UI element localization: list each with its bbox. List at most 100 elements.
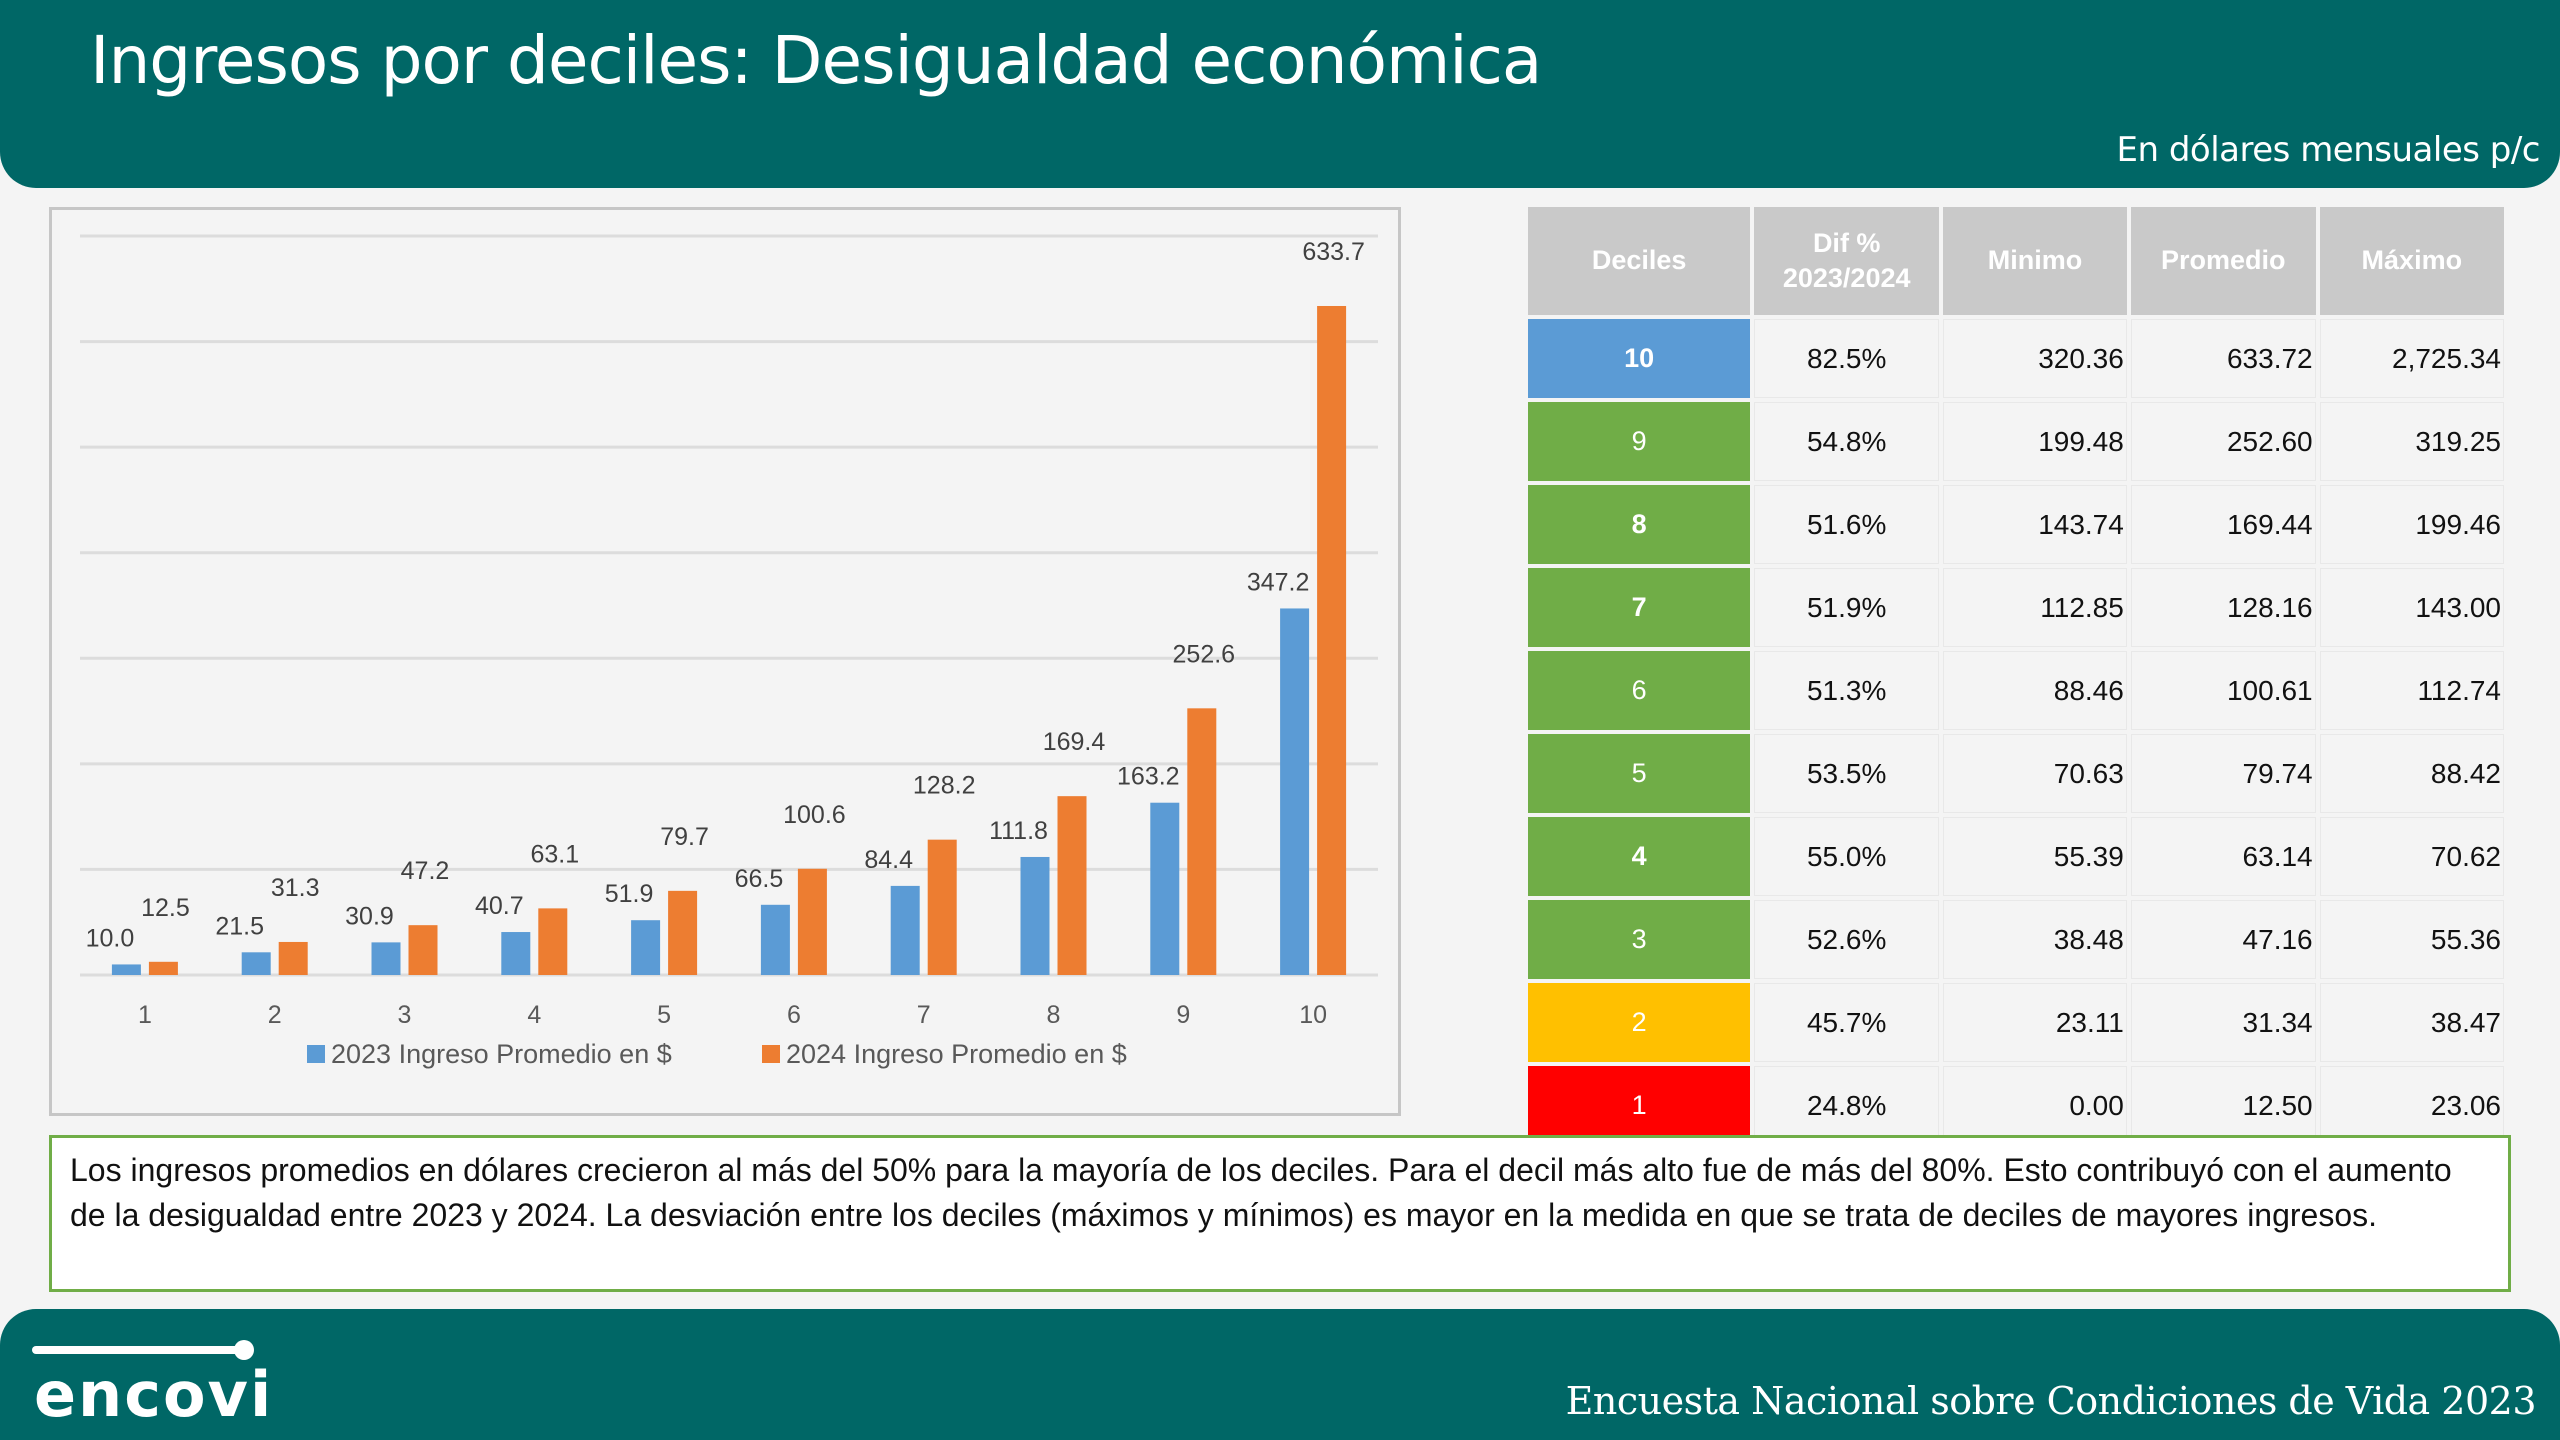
data-label-2024: 12.5 bbox=[141, 894, 190, 922]
bar-2023 bbox=[1150, 802, 1180, 975]
x-tick-label: 7 bbox=[917, 1001, 931, 1029]
table-row: 9 54.8% 199.48 252.60 319.25 bbox=[1528, 402, 2504, 481]
prom-cell: 47.16 bbox=[2130, 900, 2316, 979]
data-label-2023: 51.9 bbox=[605, 880, 654, 908]
bar-2024 bbox=[148, 961, 178, 975]
min-cell: 199.48 bbox=[1943, 402, 2127, 481]
bar-2024 bbox=[927, 839, 957, 975]
dif-cell: 51.6% bbox=[1754, 485, 1940, 564]
bar-chart-svg: 1 10.012.5 2 21.531.3 3 30.947.2 4 40.763.1 5 51.… bbox=[80, 234, 1378, 1069]
dif-cell: 55.0% bbox=[1754, 817, 1940, 896]
header-dif-line1: Dif % bbox=[1812, 227, 1881, 258]
decil-cell: 6 bbox=[1528, 651, 1751, 730]
dif-cell: 51.3% bbox=[1754, 651, 1940, 730]
prom-cell: 169.44 bbox=[2130, 485, 2316, 564]
bar-2023 bbox=[760, 904, 790, 975]
bar-2023 bbox=[1020, 856, 1050, 975]
max-cell: 55.36 bbox=[2319, 900, 2504, 979]
table-body: 10 82.5% 320.36 633.72 2,725.34 9 54.8% 199.48 2… bbox=[1528, 319, 2504, 1145]
min-cell: 0.00 bbox=[1943, 1066, 2127, 1145]
data-label-2023: 66.5 bbox=[735, 865, 784, 893]
table-row: 8 51.6% 143.74 169.44 199.46 bbox=[1528, 485, 2504, 564]
bar-2024 bbox=[278, 941, 308, 975]
bar-2024 bbox=[408, 925, 438, 975]
max-cell: 70.62 bbox=[2319, 817, 2504, 896]
dif-cell: 82.5% bbox=[1754, 319, 1940, 398]
table-row: 2 45.7% 23.11 31.34 38.47 bbox=[1528, 983, 2504, 1062]
page-title: Ingresos por deciles: Desigualdad económ… bbox=[90, 22, 1542, 99]
header-minimo: Minimo bbox=[1943, 207, 2127, 315]
header-deciles: Deciles bbox=[1528, 207, 1751, 315]
data-label-2024: 31.3 bbox=[271, 874, 320, 902]
decil-cell: 5 bbox=[1528, 734, 1751, 813]
bar-2024 bbox=[668, 890, 698, 975]
bar-2023 bbox=[501, 932, 531, 975]
bar-2023 bbox=[241, 952, 271, 975]
deciles-table-container: Deciles Dif % 2023/2024 Minimo Promedio … bbox=[1528, 207, 2512, 1145]
data-label-2024: 252.6 bbox=[1173, 640, 1236, 668]
deciles-table: Deciles Dif % 2023/2024 Minimo Promedio … bbox=[1524, 203, 2508, 1149]
bar-2024 bbox=[1317, 305, 1347, 975]
x-tick-label: 2 bbox=[268, 1001, 282, 1029]
x-tick-label: 5 bbox=[657, 1001, 671, 1029]
min-cell: 320.36 bbox=[1943, 319, 2127, 398]
header-dif-line2: 2023/2024 bbox=[1782, 263, 1911, 293]
bar-2023 bbox=[1280, 608, 1310, 975]
slider-knob-icon bbox=[234, 1340, 254, 1360]
bar-2023 bbox=[111, 964, 141, 975]
dif-cell: 24.8% bbox=[1754, 1066, 1940, 1145]
decil-cell: 8 bbox=[1528, 485, 1751, 564]
bar-2024 bbox=[797, 868, 827, 975]
bar-2024 bbox=[538, 908, 568, 975]
max-cell: 88.42 bbox=[2319, 734, 2504, 813]
data-label-2023: 30.9 bbox=[345, 902, 394, 930]
data-label-2024: 79.7 bbox=[660, 823, 709, 851]
min-cell: 112.85 bbox=[1943, 568, 2127, 647]
bar-chart: 1 10.0 12.5 2 21.5 31.3 3 30.9 47.2 4 40.7 63.1 5 51.… bbox=[49, 207, 1401, 1116]
table-header-row: Deciles Dif % 2023/2024 Minimo Promedio … bbox=[1528, 207, 2504, 315]
decil-cell: 10 bbox=[1528, 319, 1751, 398]
legend-label-2024: 2024 Ingreso Promedio en $ bbox=[786, 1039, 1127, 1069]
logo-text: encovi bbox=[34, 1358, 272, 1422]
data-label-2023: 111.8 bbox=[989, 817, 1048, 845]
prom-cell: 31.34 bbox=[2130, 983, 2316, 1062]
table-row: 7 51.9% 112.85 128.16 143.00 bbox=[1528, 568, 2504, 647]
header-banner: Ingresos por deciles: Desigualdad económ… bbox=[0, 0, 2560, 188]
max-cell: 319.25 bbox=[2319, 402, 2504, 481]
footer-survey-name: Encuesta Nacional sobre Condiciones de V… bbox=[1565, 1379, 2537, 1423]
prom-cell: 252.60 bbox=[2130, 402, 2316, 481]
table-row: 4 55.0% 55.39 63.14 70.62 bbox=[1528, 817, 2504, 896]
header-maximo: Máximo bbox=[2319, 207, 2504, 315]
data-label-2023: 163.2 bbox=[1117, 763, 1180, 791]
x-tick-label: 10 bbox=[1299, 1001, 1327, 1029]
footer-banner: encovi Encuesta Nacional sobre Condicion… bbox=[0, 1309, 2560, 1440]
prom-cell: 79.74 bbox=[2130, 734, 2316, 813]
x-tick-label: 9 bbox=[1176, 1001, 1190, 1029]
min-cell: 55.39 bbox=[1943, 817, 2127, 896]
header-dif: Dif % 2023/2024 bbox=[1754, 207, 1940, 315]
max-cell: 143.00 bbox=[2319, 568, 2504, 647]
x-tick-label: 6 bbox=[787, 1001, 801, 1029]
dif-cell: 52.6% bbox=[1754, 900, 1940, 979]
x-tick-label: 4 bbox=[527, 1001, 541, 1029]
encovi-logo: encovi bbox=[32, 1340, 272, 1422]
bar-2023 bbox=[890, 885, 920, 975]
prom-cell: 100.61 bbox=[2130, 651, 2316, 730]
data-label-2024: 47.2 bbox=[401, 857, 450, 885]
decil-cell: 1 bbox=[1528, 1066, 1751, 1145]
min-cell: 88.46 bbox=[1943, 651, 2127, 730]
min-cell: 70.63 bbox=[1943, 734, 2127, 813]
data-label-2023: 10.0 bbox=[86, 924, 135, 952]
table-row: 6 51.3% 88.46 100.61 112.74 bbox=[1528, 651, 2504, 730]
x-tick-label: 3 bbox=[398, 1001, 412, 1029]
prom-cell: 633.72 bbox=[2130, 319, 2316, 398]
bar-2024 bbox=[1057, 796, 1087, 975]
table-row: 1 24.8% 0.00 12.50 23.06 bbox=[1528, 1066, 2504, 1145]
bar-2024 bbox=[1187, 708, 1217, 975]
decil-cell: 4 bbox=[1528, 817, 1751, 896]
min-cell: 23.11 bbox=[1943, 983, 2127, 1062]
summary-note: Los ingresos promedios en dólares crecie… bbox=[49, 1135, 2511, 1292]
legend-swatch-2023 bbox=[307, 1045, 325, 1063]
prom-cell: 128.16 bbox=[2130, 568, 2316, 647]
max-cell: 199.46 bbox=[2319, 485, 2504, 564]
